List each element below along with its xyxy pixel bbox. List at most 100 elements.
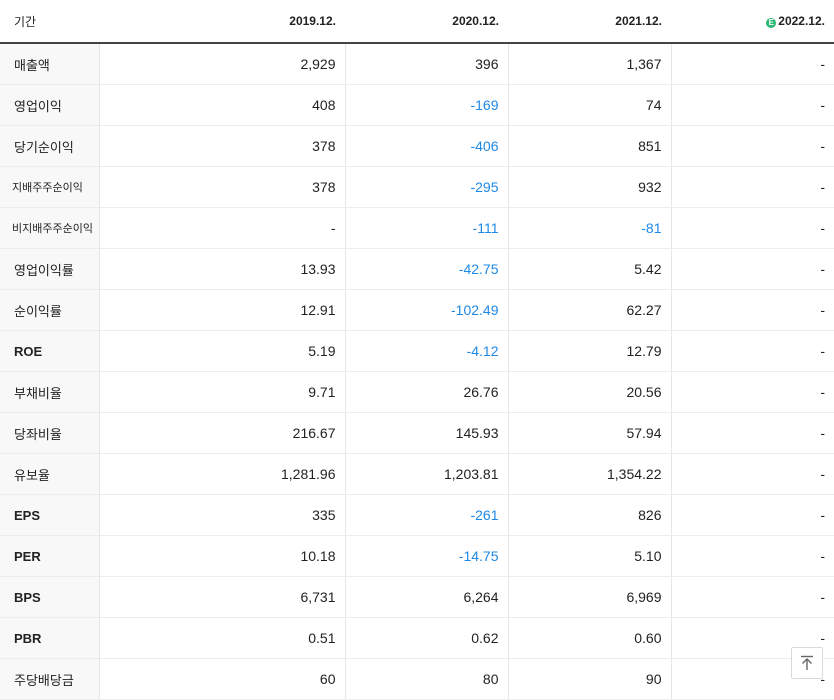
table-cell: 57.94	[507, 412, 671, 454]
row-label: PBR	[0, 617, 99, 659]
row-label: 부채비율	[0, 371, 99, 413]
table-cell: 2,929	[98, 43, 345, 85]
table-cell: -	[670, 330, 834, 372]
table-cell: 62.27	[507, 289, 671, 331]
table-cell: 0.62	[344, 617, 508, 659]
row-label: ROE	[0, 330, 99, 372]
year-header: 2019.12.	[99, 0, 345, 44]
table-cell: -81	[507, 207, 671, 249]
table-cell: -	[670, 494, 834, 536]
row-label: 영업이익	[0, 84, 99, 126]
table-cell: 6,731	[98, 576, 345, 618]
table-cell: 90	[507, 658, 671, 700]
table-cell: 0.60	[507, 617, 671, 659]
table-cell: 9.71	[98, 371, 345, 413]
year-header-estimate: E 2022.12.	[671, 0, 834, 44]
table-cell: 5.42	[507, 248, 671, 290]
table-cell: 1,367	[507, 43, 671, 85]
table-row: 순이익률 12.91 -102.49 62.27 -	[0, 289, 834, 331]
table-cell: 378	[98, 166, 345, 208]
row-label: 지배주주순이익	[0, 166, 99, 208]
table-cell: 13.93	[98, 248, 345, 290]
table-cell: -	[670, 453, 834, 495]
table-cell: 145.93	[344, 412, 508, 454]
table-cell: 335	[98, 494, 345, 536]
table-cell: -169	[344, 84, 508, 126]
table-row: BPS 6,731 6,264 6,969 -	[0, 576, 834, 618]
row-label: 당기순이익	[0, 125, 99, 167]
table-row: PBR 0.51 0.62 0.60 -	[0, 617, 834, 659]
table-cell: 0.51	[98, 617, 345, 659]
table-cell: 1,354.22	[507, 453, 671, 495]
table-cell: 74	[507, 84, 671, 126]
table-cell: 1,281.96	[98, 453, 345, 495]
table-cell: -102.49	[344, 289, 508, 331]
period-header: 기간	[0, 0, 99, 44]
table-cell: 6,264	[344, 576, 508, 618]
table-cell: -	[670, 43, 834, 85]
table-row: 영업이익 408 -169 74 -	[0, 84, 834, 126]
table-cell: -	[670, 207, 834, 249]
table-cell: 12.79	[507, 330, 671, 372]
table-cell: 851	[507, 125, 671, 167]
table-cell: 6,969	[507, 576, 671, 618]
scroll-to-top-button[interactable]	[791, 647, 823, 679]
row-label: 비지배주주순이익	[0, 207, 99, 249]
table-row: EPS 335 -261 826 -	[0, 494, 834, 536]
table-row: ROE 5.19 -4.12 12.79 -	[0, 330, 834, 372]
table-cell: 932	[507, 166, 671, 208]
table-header-row: 기간 2019.12. 2020.12. 2021.12. E 2022.12.	[0, 0, 834, 44]
table-row: 부채비율 9.71 26.76 20.56 -	[0, 371, 834, 413]
table-cell: 10.18	[98, 535, 345, 577]
row-label: PER	[0, 535, 99, 577]
table-cell: -	[670, 248, 834, 290]
table-row: 매출액 2,929 396 1,367 -	[0, 43, 834, 85]
table-row: 당기순이익 378 -406 851 -	[0, 125, 834, 167]
table-cell: -42.75	[344, 248, 508, 290]
estimate-badge-icon: E	[766, 18, 777, 28]
table-row: 지배주주순이익 378 -295 932 -	[0, 166, 834, 208]
table-cell: -	[670, 84, 834, 126]
table-cell: 26.76	[344, 371, 508, 413]
table-cell: 1,203.81	[344, 453, 508, 495]
table-cell: 5.19	[98, 330, 345, 372]
table-cell: 20.56	[507, 371, 671, 413]
row-label: 유보율	[0, 453, 99, 495]
table-cell: -4.12	[344, 330, 508, 372]
table-body: 매출액 2,929 396 1,367 - 영업이익 408 -169 74 -…	[0, 43, 834, 700]
table-cell: -111	[344, 207, 508, 249]
table-cell: 216.67	[98, 412, 345, 454]
table-cell: -	[670, 371, 834, 413]
table-row: 당좌비율 216.67 145.93 57.94 -	[0, 412, 834, 454]
table-cell: -261	[344, 494, 508, 536]
table-cell: -	[670, 535, 834, 577]
year-header: 2020.12.	[345, 0, 508, 44]
table-cell: 12.91	[98, 289, 345, 331]
row-label: 매출액	[0, 43, 99, 85]
table-cell: -	[670, 289, 834, 331]
table-row: 유보율 1,281.96 1,203.81 1,354.22 -	[0, 453, 834, 495]
row-label: 당좌비율	[0, 412, 99, 454]
row-label: BPS	[0, 576, 99, 618]
table-cell: -	[670, 125, 834, 167]
table-cell: -	[670, 576, 834, 618]
table-row: PER 10.18 -14.75 5.10 -	[0, 535, 834, 577]
table-cell: 5.10	[507, 535, 671, 577]
table-cell: 396	[344, 43, 508, 85]
table-cell: -	[670, 412, 834, 454]
table-cell: 826	[507, 494, 671, 536]
row-label: 주당배당금	[0, 658, 99, 700]
table-cell: 408	[98, 84, 345, 126]
table-cell: -	[670, 166, 834, 208]
table-cell: 60	[98, 658, 345, 700]
year-header: 2021.12.	[508, 0, 671, 44]
table-cell: -295	[344, 166, 508, 208]
arrow-up-to-top-icon	[801, 655, 813, 670]
row-label: 순이익률	[0, 289, 99, 331]
table-cell: -406	[344, 125, 508, 167]
table-row: 주당배당금 60 80 90 -	[0, 658, 834, 700]
table-row: 비지배주주순이익 - -111 -81 -	[0, 207, 834, 249]
row-label: EPS	[0, 494, 99, 536]
table-row: 영업이익률 13.93 -42.75 5.42 -	[0, 248, 834, 290]
